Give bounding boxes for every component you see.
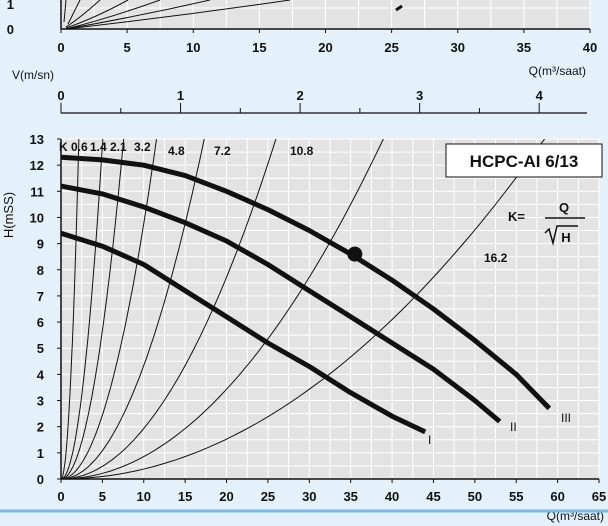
main-chart: 0.6 1.4 2.1 3.2 4.8 7.2 10.816.2KIIIIII0123456… (1, 132, 606, 523)
k-curve-label: 10.8 (290, 144, 314, 158)
y-tick-label: 3 (37, 394, 44, 409)
x-tick-label: 35 (343, 489, 357, 504)
y-tick-label: 2 (37, 420, 44, 435)
k-prefix-label: K (59, 140, 68, 154)
k-curve (61, 139, 158, 479)
velocity-tick-label: 4 (536, 88, 544, 103)
x-tick-label: 10 (137, 489, 151, 504)
chart-title: HCPC-AI 6/13 (470, 152, 579, 171)
velocity-axis-title: V(m/sn) (12, 68, 54, 82)
y-tick-label: 5 (37, 341, 44, 356)
k-curve (61, 139, 384, 479)
k-curve-label: 16.2 (484, 251, 508, 265)
x-tick-label: 0 (57, 489, 64, 504)
velocity-tick-label: 1 (177, 88, 184, 103)
top-y-tick-label: 1 (7, 0, 14, 12)
formula-lhs: K= (508, 209, 525, 224)
k-curve (61, 139, 125, 479)
operating-point-marker (347, 246, 363, 262)
top-chart: 010 5 10 15 20 25 30 35 40 (7, 0, 597, 55)
x-tick-label: 40 (385, 489, 399, 504)
x-tick-label: 45 (426, 489, 440, 504)
top-x-tick-label: 15 (252, 40, 266, 55)
y-tick-label: 1 (37, 446, 44, 461)
series-label: I (428, 433, 431, 447)
k-formula: K= Q H (508, 200, 585, 246)
chart-title-frame (445, 143, 603, 178)
k-curve-label: 2.1 (110, 140, 127, 154)
k-curves-group (61, 139, 546, 479)
x-tick-label: 30 (302, 489, 316, 504)
top-x-tick-label: 40 (583, 40, 597, 55)
x-tick-label: 5 (99, 489, 106, 504)
top-x-tick-label: 35 (517, 40, 531, 55)
top-k-curve (65, 0, 291, 30)
x-tick-label: 15 (178, 489, 192, 504)
chart-title-box: HCPC-AI 6/13 (445, 143, 603, 178)
top-x-tick-label: 5 (124, 40, 131, 55)
k-curve (61, 139, 546, 479)
top-k-curve (65, 0, 101, 28)
top-k-curve (65, 0, 211, 30)
y-tick-label: 0 (37, 472, 44, 487)
x-tick-label: 20 (219, 489, 233, 504)
top-x-tick-label: 0 (57, 40, 64, 55)
y-tick-label: 10 (30, 210, 44, 225)
top-y-tick-label: 0 (7, 22, 14, 37)
y-tick-label: 13 (30, 132, 44, 147)
k-curve (61, 139, 277, 479)
top-x-tick-label: 10 (186, 40, 200, 55)
k-curve-label: 7.2 (214, 144, 231, 158)
y-tick-label: 6 (37, 315, 44, 330)
k-curve-label: 0.6 (71, 140, 88, 154)
y-tick-label: 8 (37, 263, 44, 278)
x-tick-label: 25 (261, 489, 275, 504)
formula-denominator: H (561, 230, 570, 245)
pump-curve-iii (60, 154, 552, 411)
y-tick-label: 12 (30, 158, 44, 173)
sqrt-sign-icon (544, 225, 578, 246)
top-k-curve (63, 0, 67, 23)
formula-numerator: Q (559, 200, 569, 215)
x-tick-label: 50 (468, 489, 482, 504)
k-curve-label: 4.8 (168, 144, 185, 158)
series-label: II (510, 420, 517, 434)
top-x-tick-label: 20 (318, 40, 332, 55)
k-curve (61, 139, 104, 479)
y-tick-label: 7 (37, 289, 44, 304)
top-x-tick-label: 30 (451, 40, 465, 55)
flow-axis-title: Q(m³/saat) (529, 64, 586, 78)
y-tick-label: 4 (37, 367, 45, 382)
pump-curve-i (60, 230, 427, 435)
y-tick-label: 11 (30, 184, 44, 199)
top-k-curve (65, 0, 161, 30)
y-tick-label: 9 (37, 237, 44, 252)
pump-curve-ii (60, 183, 502, 424)
series-label: III (561, 411, 571, 425)
x-tick-label: 55 (509, 489, 523, 504)
velocity-tick-label: 3 (416, 88, 423, 103)
k-curve-label: 1.4 (90, 140, 107, 154)
velocity-tick-label: 2 (296, 88, 303, 103)
x-tick-label: 65 (592, 489, 606, 504)
k-curve-label: 3.2 (134, 140, 151, 154)
top-pump-curve (395, 4, 403, 12)
velocity-tick-label: 0 (57, 88, 64, 103)
x-tick-label: 60 (550, 489, 564, 504)
y-axis-title: H(mSS) (1, 192, 16, 238)
top-x-tick-label: 25 (384, 40, 398, 55)
k-curve (61, 139, 80, 479)
top-k-curve (65, 0, 129, 29)
top-k-curve (67, 0, 81, 25)
velocity-axis: 0 1 2 3 4 V(m/sn) Q(m³/saat) (12, 64, 587, 114)
k-curve (61, 139, 205, 479)
